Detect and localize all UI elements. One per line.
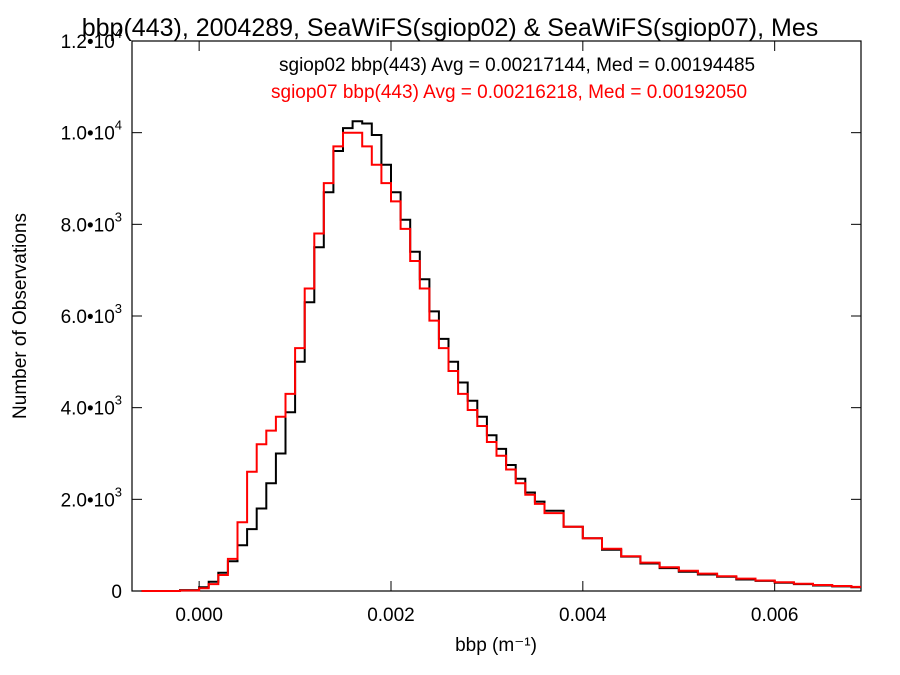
y-tick-mantissa: 0 <box>111 582 122 603</box>
y-tick-exponent: 3 <box>115 209 122 224</box>
y-tick-mantissa: 4.0•10 <box>61 399 115 420</box>
y-axis-label: Number of Observations <box>10 213 31 419</box>
y-tick-mantissa: 1.0•10 <box>61 124 115 145</box>
y-tick-label: 1.0•104 <box>61 118 122 145</box>
y-tick-exponent: 4 <box>115 118 122 133</box>
y-axis: 02.0•1034.0•1036.0•1038.0•1031.0•1041.2•… <box>61 26 861 603</box>
series-layer <box>141 120 861 592</box>
y-tick-exponent: 4 <box>115 26 122 41</box>
series-line-sgiop02 <box>141 120 861 592</box>
y-tick-mantissa: 8.0•10 <box>61 215 115 236</box>
y-tick-mantissa: 1.2•10 <box>61 32 115 53</box>
x-tick-label: 0.002 <box>367 605 415 626</box>
legend-sgiop02: sgiop02 bbp(443) Avg = 0.00217144, Med =… <box>279 55 755 76</box>
legend-sgiop07: sgiop07 bbp(443) Avg = 0.00216218, Med =… <box>271 82 747 103</box>
y-tick-exponent: 3 <box>115 301 122 316</box>
y-tick-label: 0 <box>111 582 122 603</box>
chart-title: bbp(443), 2004289, SeaWiFS(sgiop02) & Se… <box>82 14 818 42</box>
y-tick-label: 1.2•104 <box>61 26 122 53</box>
y-tick-label: 6.0•103 <box>61 301 122 328</box>
x-tick-label: 0.000 <box>175 605 223 626</box>
x-tick-label: 0.006 <box>751 605 799 626</box>
x-tick-label: 0.004 <box>559 605 607 626</box>
series-line-sgiop07 <box>141 131 861 592</box>
plot-frame <box>131 40 862 592</box>
y-tick-label: 2.0•103 <box>61 484 122 511</box>
y-tick-exponent: 3 <box>115 393 122 408</box>
y-tick-exponent: 3 <box>115 484 122 499</box>
y-tick-label: 4.0•103 <box>61 393 122 420</box>
y-tick-mantissa: 6.0•10 <box>61 307 115 328</box>
x-axis: 0.000 0.002 0.004 0.006 <box>175 41 798 626</box>
y-tick-mantissa: 2.0•10 <box>61 490 115 511</box>
x-axis-label: bbp (m⁻¹) <box>455 635 537 656</box>
y-tick-label: 8.0•103 <box>61 209 122 236</box>
